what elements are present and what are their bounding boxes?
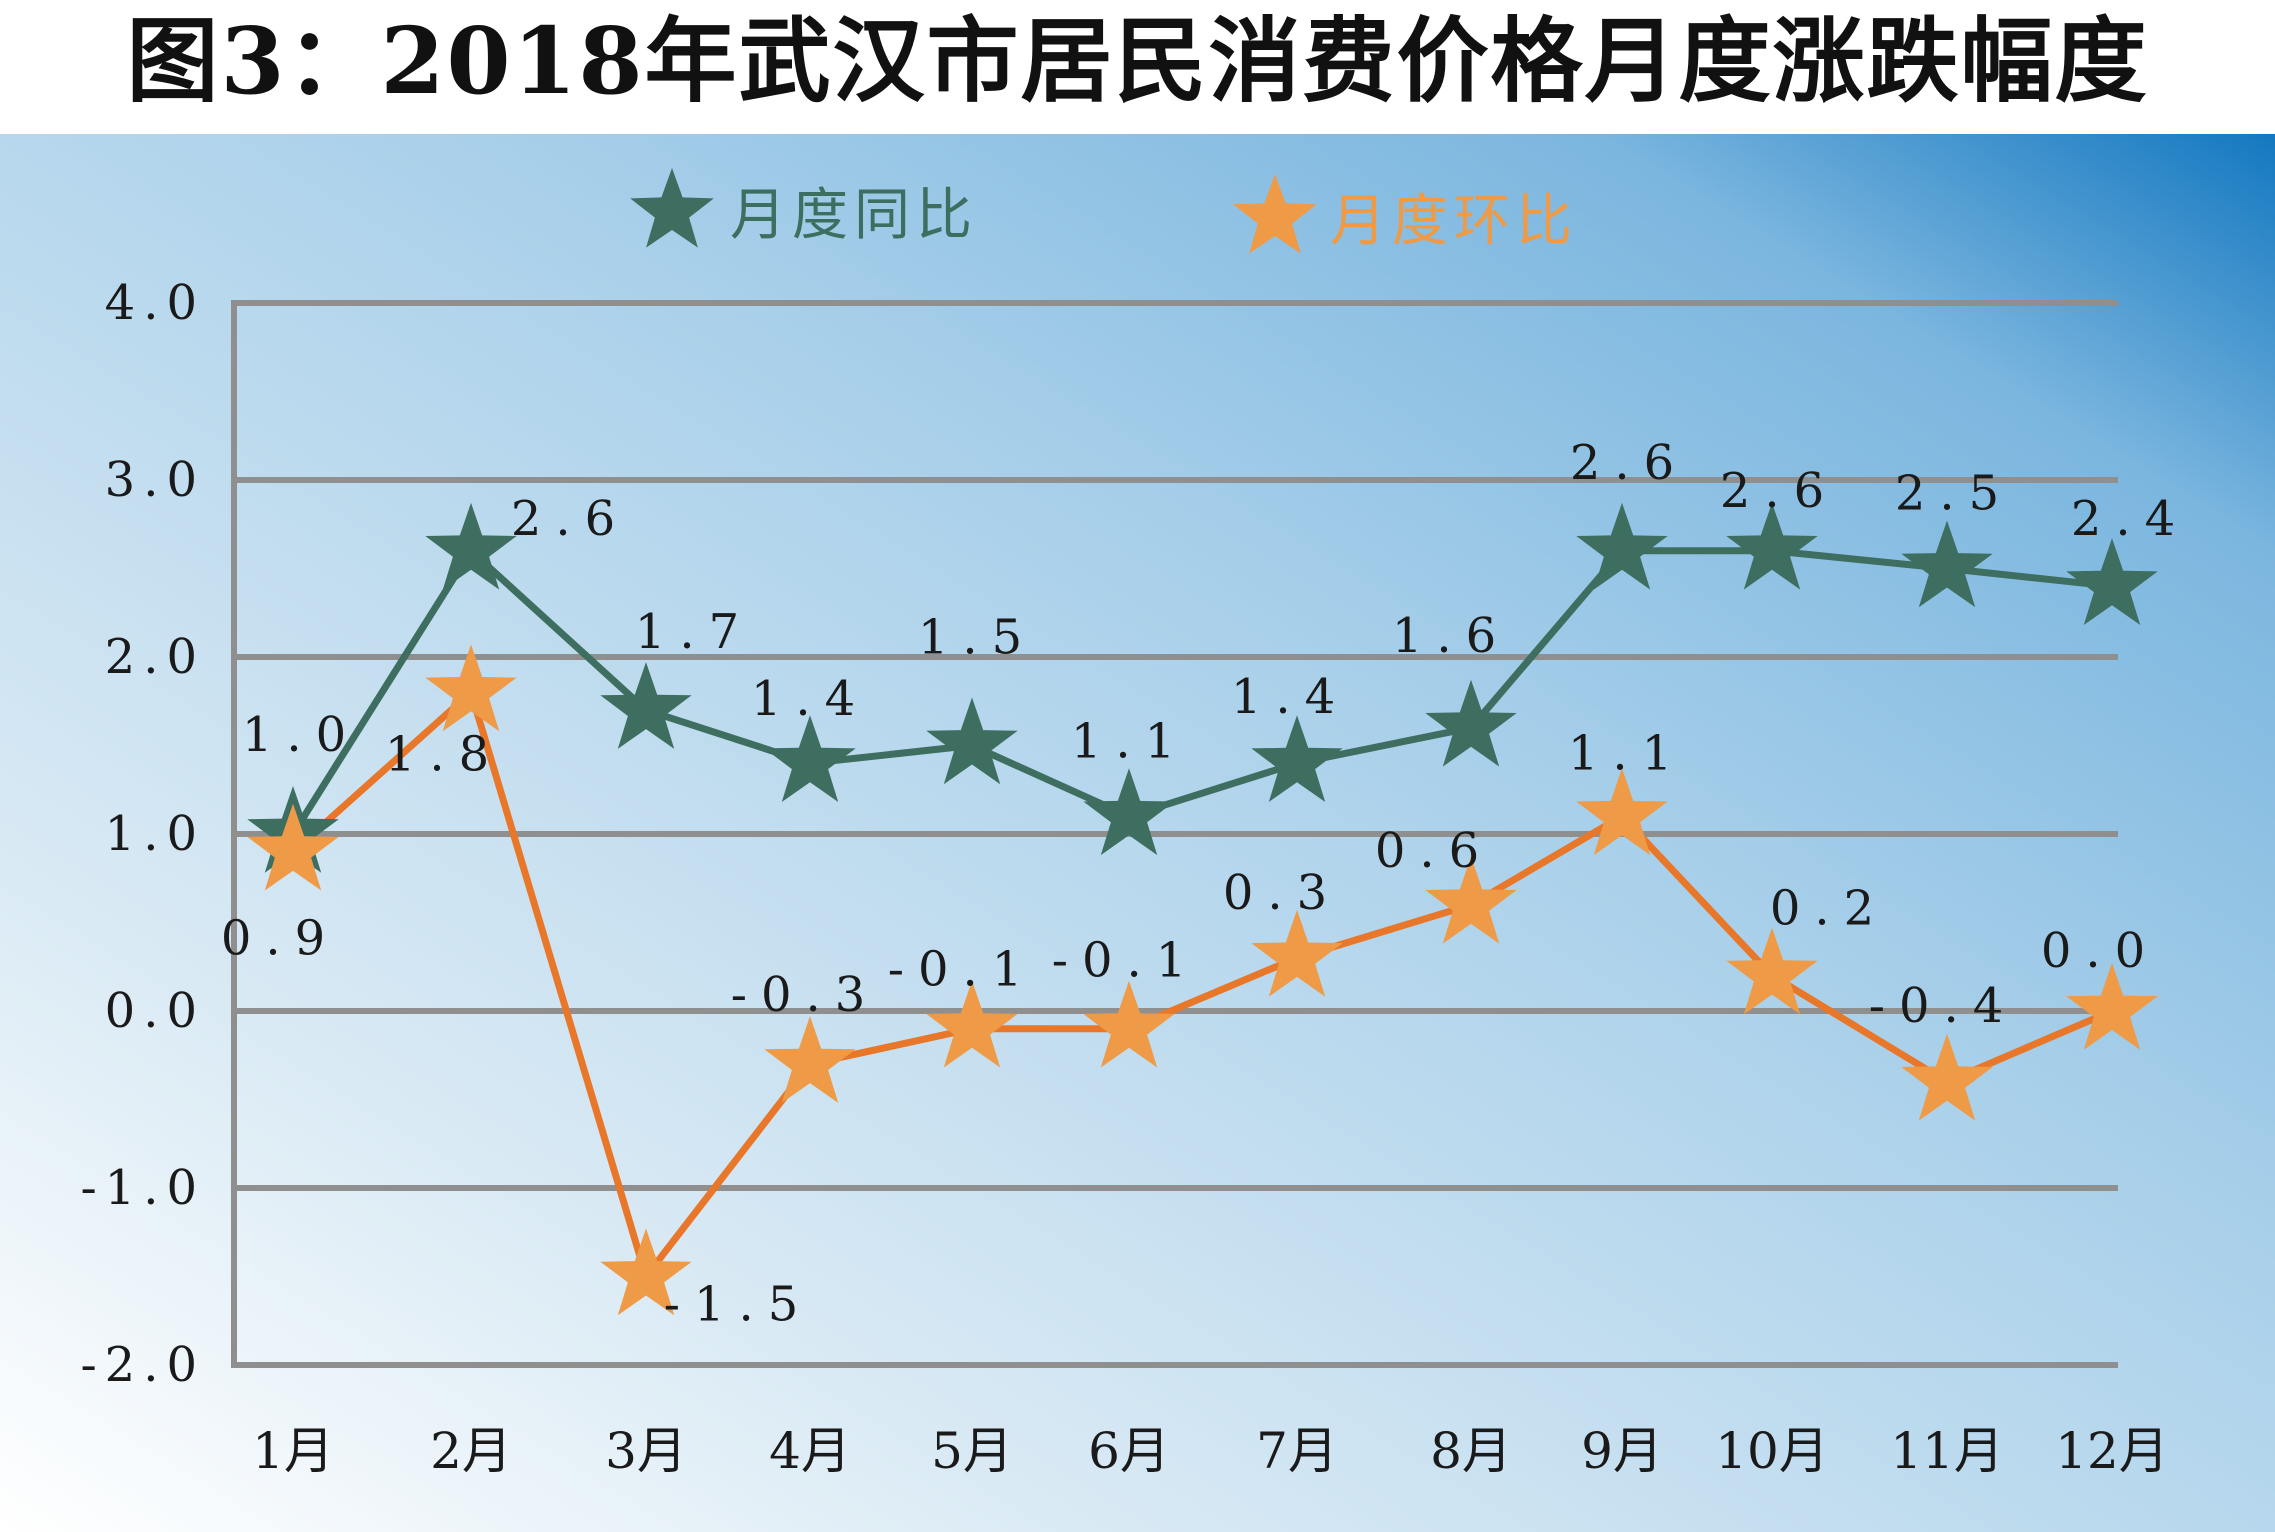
data-point-series-1 [2066,538,2158,625]
data-label-series-1: 2.6 [1570,435,1688,491]
data-label-series-2: -0.1 [1052,933,1201,989]
y-axis-ticks: 4.0 3.0 2.0 1.0 0.0 -1.0 -2.0 [80,275,205,1393]
y-tick-label: 0.0 [105,983,205,1039]
x-tick-label: 4月 [769,1422,851,1480]
data-point-series-2 [1083,980,1175,1068]
y-tick-label: 3.0 [105,452,205,508]
data-label-series-1: 2.6 [511,491,629,547]
data-point-series-1 [425,502,517,590]
data-label-series-1: 2.6 [1720,463,1838,519]
chart-title: 图3：2018年武汉市居民消费价格月度涨跌幅度 [126,7,2149,115]
data-point-series-2 [1726,927,1818,1015]
y-tick-label: 1.0 [105,806,205,862]
data-point-series-2 [1576,768,1668,856]
data-point-series-2 [600,1228,692,1316]
data-point-series-1 [1251,715,1343,802]
data-label-series-2: -0.4 [1869,978,2018,1034]
data-label-series-1: 1.6 [1392,608,1510,664]
data-label-series-2: 0.9 [221,911,339,967]
x-tick-label: 7月 [1256,1422,1338,1480]
data-label-series-2: -0.3 [731,967,880,1023]
data-point-series-2 [247,803,339,891]
x-tick-label: 3月 [605,1422,687,1480]
x-axis-ticks: 1月 2月 3月 4月 5月 6月 7月 8月 9月 10月 11月 12月 [252,1422,2169,1480]
data-label-series-1: 1.5 [918,610,1036,666]
x-tick-label: 6月 [1088,1422,1170,1480]
legend-label-1: 月度同比 [730,183,978,248]
x-tick-label: 2月 [430,1422,512,1480]
data-point-series-2 [425,644,517,732]
x-tick-label: 9月 [1581,1422,1663,1480]
data-label-series-1: 1.1 [1071,713,1189,769]
data-label-series-2: -0.1 [888,942,1037,998]
data-label-series-2: 0.0 [2041,923,2159,979]
data-point-series-2 [1425,856,1517,944]
data-label-layer: 1.0 2.6 1.7 1.4 1.5 1.1 1.4 1.6 2.6 2.6 2.5 2.4 0.9 1… [221,435,2189,1333]
grid-layer [231,300,2118,1368]
data-point-series-1 [764,715,856,802]
data-point-series-2 [2066,963,2158,1050]
data-point-series-2 [926,980,1018,1068]
x-tick-label: 12月 [2055,1422,2169,1480]
series-line-2 [290,688,2114,1280]
data-point-series-1 [1576,502,1668,590]
data-point-series-2 [764,1016,856,1103]
data-point-series-1 [1726,502,1818,590]
data-label-series-1: 2.4 [2071,491,2189,547]
data-label-series-2: 0.3 [1223,865,1341,921]
data-point-series-1 [926,697,1018,785]
data-point-series-1 [1083,768,1175,856]
data-label-series-2: 1.1 [1568,725,1686,781]
x-tick-label: 11月 [1890,1422,2004,1480]
legend-label-2: 月度环比 [1330,189,1578,254]
data-label-series-1: 1.4 [1231,669,1349,725]
data-label-series-1: 1.7 [635,604,753,660]
data-point-series-2 [1901,1033,1993,1121]
legend-marker-2 [1233,174,1317,254]
data-label-series-1: 1.4 [751,671,869,727]
data-point-series-1 [1901,520,1993,608]
x-tick-label: 10月 [1715,1422,1829,1480]
data-point-series-1 [600,662,692,749]
data-label-series-2: 1.8 [385,726,503,782]
data-label-series-2: 0.6 [1375,823,1493,879]
data-point-series-2 [1251,909,1343,997]
x-tick-label: 1月 [252,1422,334,1480]
y-tick-label: -1.0 [80,1160,205,1216]
legend: 月度同比 月度环比 [630,168,1578,254]
y-tick-label: -2.0 [80,1337,205,1393]
x-tick-label: 5月 [931,1422,1013,1480]
data-label-series-1: 2.5 [1895,466,2013,522]
series-layer [247,502,2158,1316]
data-label-series-1: 1.0 [242,707,360,763]
data-point-series-1 [1425,679,1517,767]
y-tick-label: 2.0 [105,629,205,685]
x-tick-label: 8月 [1430,1422,1512,1480]
y-tick-label: 4.0 [105,275,205,331]
series-line-1 [290,547,2113,836]
data-label-series-2: -1.5 [664,1277,813,1333]
legend-marker-1 [630,168,714,248]
data-label-series-2: 0.2 [1770,881,1888,937]
